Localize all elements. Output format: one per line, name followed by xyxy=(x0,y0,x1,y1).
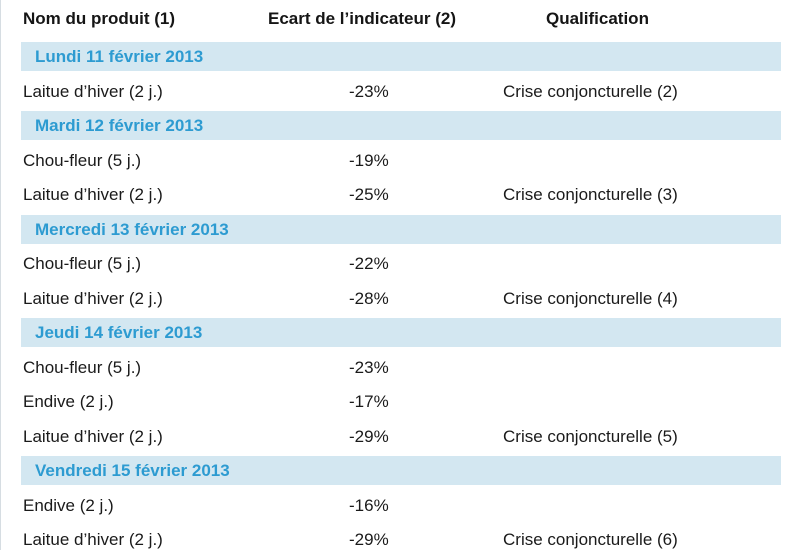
product-name: Chou-fleur (5 j.) xyxy=(23,254,142,273)
qualification-text: Crise conjoncturelle (4) xyxy=(503,288,678,308)
table-row: Laitue d’hiver (2 j.) -25% Crise conjonctu… xyxy=(1,178,800,213)
table-body: Lundi 11 février 2013 Laitue d’hiver (2 j… xyxy=(1,40,800,558)
ecart-value: -17% xyxy=(349,392,389,411)
date-group-header: Mercredi 13 février 2013 xyxy=(21,214,781,244)
date-label: Mardi 12 février 2013 xyxy=(35,116,204,135)
ecart-value: -28% xyxy=(349,288,389,308)
qualification-text: Crise conjoncturelle (2) xyxy=(503,81,678,101)
qualification-text: Crise conjoncturelle (3) xyxy=(503,185,678,204)
date-group-header: Jeudi 14 février 2013 xyxy=(21,318,781,347)
ecart-value: -23% xyxy=(349,81,389,101)
table-row: Laitue d’hiver (2 j.) -28% Crise conjonctu… xyxy=(1,282,800,317)
product-name: Laitue d’hiver (2 j.) xyxy=(23,426,163,446)
table-row: Laitue d’hiver (2 j.) -29% Crise conjonctu… xyxy=(1,420,800,455)
date-label: Jeudi 14 février 2013 xyxy=(35,323,203,342)
ecart-value: -29% xyxy=(349,530,389,549)
ecart-value: -22% xyxy=(349,254,389,273)
product-name: Chou-fleur (5 j.) xyxy=(23,150,142,170)
ecart-value: -16% xyxy=(349,495,389,515)
date-group-header: Vendredi 15 février 2013 xyxy=(21,456,781,485)
date-label: Mercredi 13 février 2013 xyxy=(35,219,229,239)
header-product: Nom du produit (1) xyxy=(23,9,176,28)
date-label: Vendredi 15 février 2013 xyxy=(35,461,230,480)
date-group-header: Mardi 12 février 2013 xyxy=(21,111,781,140)
date-group-header: Lundi 11 février 2013 xyxy=(21,42,781,71)
table-row: Chou-fleur (5 j.) -19% xyxy=(1,144,800,179)
ecart-value: -25% xyxy=(349,185,389,204)
date-label: Lundi 11 février 2013 xyxy=(35,47,204,66)
table-row: Chou-fleur (5 j.) -22% xyxy=(1,247,800,282)
ecart-value: -19% xyxy=(349,150,389,170)
table-row: Laitue d’hiver (2 j.) -29% Crise conjonctu… xyxy=(1,523,800,558)
table-header: Nom du produit (1) Ecart de l’indicateur… xyxy=(1,0,800,40)
qualification-text: Crise conjoncturelle (5) xyxy=(503,426,678,446)
header-qualification: Qualification xyxy=(546,9,649,28)
qualification-text: Crise conjoncturelle (6) xyxy=(503,530,678,549)
product-name: Chou-fleur (5 j.) xyxy=(23,357,142,377)
ecart-value: -23% xyxy=(349,357,389,377)
product-name: Endive (2 j.) xyxy=(23,495,114,515)
ecart-value: -29% xyxy=(349,426,389,446)
product-name: Laitue d’hiver (2 j.) xyxy=(23,530,163,549)
product-name: Laitue d’hiver (2 j.) xyxy=(23,81,163,101)
table-row: Endive (2 j.) -17% xyxy=(1,385,800,420)
product-name: Endive (2 j.) xyxy=(23,392,114,411)
table-row: Endive (2 j.) -16% xyxy=(1,489,800,524)
table-row: Chou-fleur (5 j.) -23% xyxy=(1,351,800,386)
table-row: Laitue d’hiver (2 j.) -23% Crise conjonctu… xyxy=(1,75,800,110)
product-name: Laitue d’hiver (2 j.) xyxy=(23,288,163,308)
header-ecart: Ecart de l’indicateur (2) xyxy=(268,9,456,28)
product-name: Laitue d’hiver (2 j.) xyxy=(23,185,163,204)
